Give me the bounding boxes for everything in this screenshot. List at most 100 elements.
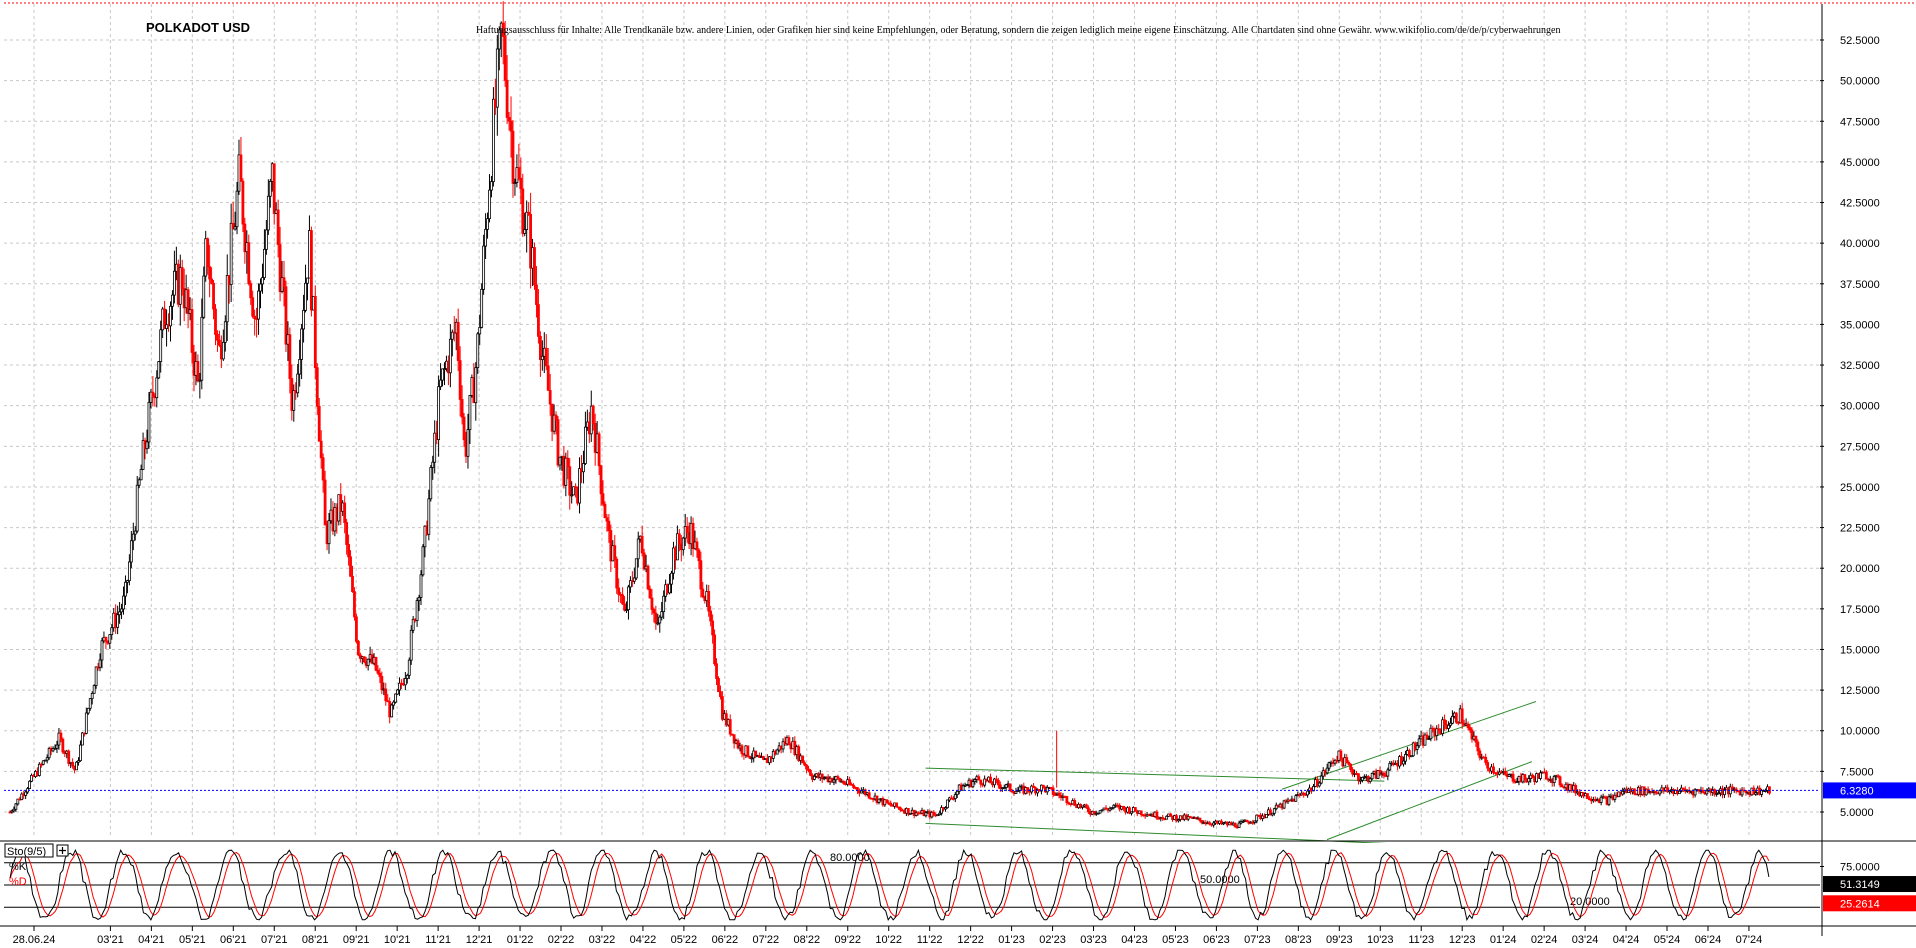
candle-body [448, 338, 452, 374]
candle-body [313, 295, 317, 369]
candle-body [1613, 794, 1617, 800]
x-tick-label: 10'21 [384, 934, 411, 946]
candle-body [104, 636, 108, 642]
candle-body [1321, 770, 1325, 777]
candle-body [1441, 719, 1445, 735]
candle-body [1220, 820, 1223, 825]
candle-body [732, 734, 736, 744]
candle-body [298, 358, 302, 375]
candle-body [306, 277, 309, 284]
candle-body [165, 324, 168, 329]
candle-body [380, 676, 384, 691]
candle-body [159, 329, 163, 362]
candle-body [989, 776, 992, 784]
candle-body [1122, 805, 1126, 809]
candle-body [149, 391, 153, 403]
candle-body [1451, 715, 1454, 724]
candle-body [309, 230, 313, 311]
candle-body [90, 692, 94, 700]
candle-body [648, 588, 652, 599]
candle-body [1041, 784, 1045, 788]
y-tick-label: 52.5000 [1840, 35, 1880, 47]
candle-body [249, 283, 253, 299]
x-tick-label: 03'21 [97, 934, 124, 946]
candle-body [1030, 785, 1034, 793]
candle-body [1004, 784, 1008, 788]
candle-body [1108, 807, 1112, 811]
x-tick-label: 02'23 [1039, 934, 1066, 946]
sto-y-tick-label: 75.0000 [1840, 862, 1880, 874]
candle-body [53, 747, 57, 750]
x-tick-label: 10'23 [1367, 934, 1394, 946]
candle-body [1701, 789, 1705, 793]
candle-body [478, 326, 482, 335]
x-tick-label: 06'22 [712, 934, 739, 946]
candle-body [345, 522, 349, 545]
y-tick-label: 27.5000 [1840, 441, 1880, 453]
candle-body [55, 744, 59, 749]
candle-body [419, 574, 423, 598]
candle-body [889, 802, 893, 806]
x-tick-label: 05'22 [671, 934, 698, 946]
candle-body [1752, 787, 1756, 795]
candle-body [202, 275, 206, 318]
y-tick-label: 40.0000 [1840, 238, 1880, 250]
y-tick-label: 30.0000 [1840, 401, 1880, 413]
candle-body [1317, 782, 1321, 787]
candle-body [411, 618, 415, 631]
candle-body [1449, 722, 1452, 726]
candle-body [1086, 807, 1090, 813]
candle-body [1409, 755, 1413, 758]
candle-body [944, 807, 947, 810]
candle-body [660, 611, 664, 618]
candle-body [423, 525, 427, 548]
candle-body [1265, 813, 1268, 819]
sto-header[interactable]: Sto(9/5) [4, 843, 69, 858]
sto-d-line [9, 851, 1770, 919]
candle-body [484, 228, 487, 247]
candle-body [468, 395, 472, 431]
sto-k-value: 51.3149 [1840, 879, 1880, 891]
candle-body [1045, 786, 1049, 793]
candle-body [677, 533, 681, 545]
candle-body [1026, 787, 1030, 792]
x-tick-label: 03'22 [589, 934, 616, 946]
candle-body [8, 811, 12, 814]
x-tick-label: 01'22 [507, 934, 534, 946]
candle-body [711, 620, 715, 636]
candle-body [1100, 809, 1104, 812]
candle-body [466, 429, 470, 457]
candle-body [263, 248, 266, 279]
candle-body [1754, 792, 1758, 795]
candle-body [1531, 774, 1535, 779]
candle-body [707, 591, 711, 612]
candle-body [842, 780, 846, 784]
candle-body [932, 811, 936, 816]
candle-body [1740, 789, 1744, 796]
candle-body [488, 189, 491, 220]
candle-body [28, 780, 31, 789]
candle-body [1351, 769, 1354, 775]
x-tick-label: 08'23 [1285, 934, 1312, 946]
candle-body [1560, 784, 1564, 788]
candle-body [994, 778, 998, 781]
candle-body [1730, 786, 1734, 790]
candle-body [672, 547, 675, 574]
x-tick-label: 07'22 [753, 934, 780, 946]
candle-body [392, 701, 395, 706]
candle-body [268, 181, 272, 197]
candle-body [1633, 788, 1636, 795]
candle-body [492, 98, 495, 183]
candles [8, 1, 1771, 829]
candle-body [807, 768, 810, 771]
candle-body [642, 552, 646, 570]
candle-body [276, 209, 280, 245]
candle-body [583, 426, 587, 464]
candle-body [1417, 738, 1421, 747]
candle-body [259, 283, 262, 292]
x-tick-label: 04'24 [1613, 934, 1640, 946]
candle-body [41, 760, 45, 765]
candle-body [848, 779, 852, 785]
x-tick-label: 11'22 [917, 934, 943, 946]
